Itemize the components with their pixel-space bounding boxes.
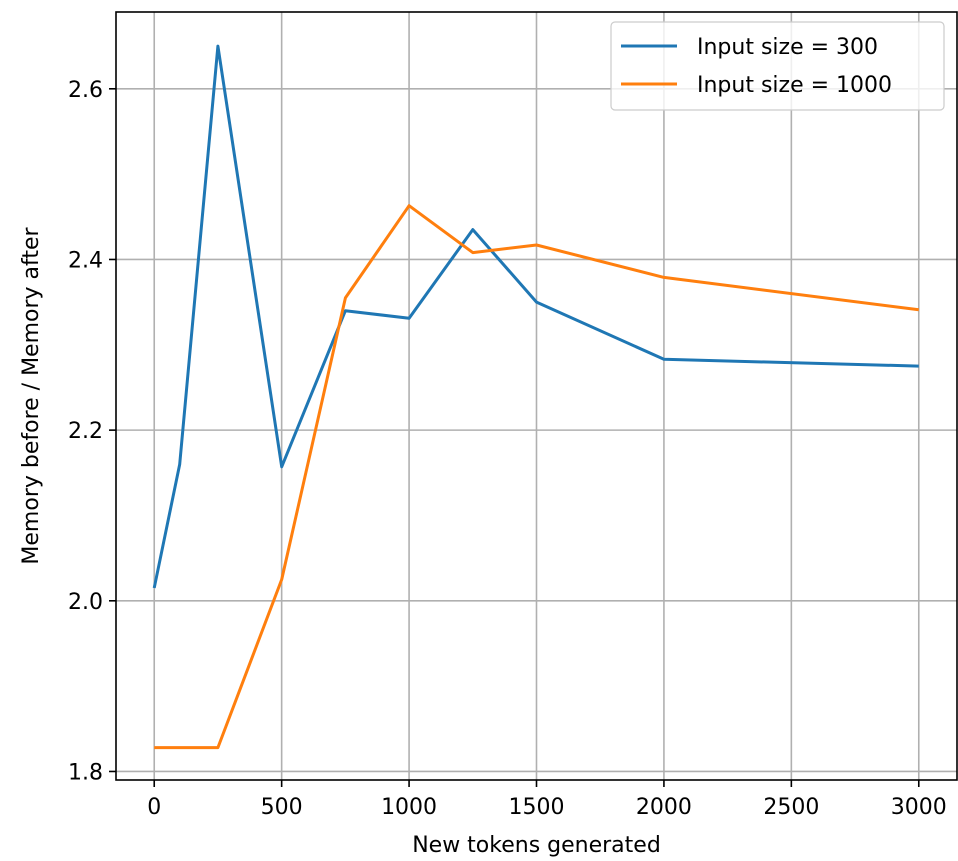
x-tick-label: 2500 bbox=[763, 795, 819, 820]
y-tick-label: 2.2 bbox=[68, 419, 103, 444]
x-axis-label: New tokens generated bbox=[412, 833, 661, 858]
legend-label-series-1: Input size = 1000 bbox=[697, 73, 892, 98]
x-tick-label: 2000 bbox=[636, 795, 692, 820]
legend-box bbox=[610, 21, 945, 111]
legend: Input size = 300 Input size = 1000 bbox=[610, 21, 945, 111]
x-tick-label: 3000 bbox=[891, 795, 947, 820]
series-layer bbox=[152, 44, 919, 750]
x-tick-label: 0 bbox=[147, 795, 161, 820]
y-tick-label: 2.4 bbox=[68, 248, 103, 273]
series-line-0 bbox=[152, 44, 919, 589]
x-tick-label: 1000 bbox=[381, 795, 437, 820]
x-tick-label: 500 bbox=[261, 795, 303, 820]
y-axis-label: Memory before / Memory after bbox=[19, 226, 44, 564]
y-tick-label: 1.8 bbox=[68, 760, 103, 785]
y-tick-label: 2.0 bbox=[68, 590, 103, 615]
ticks: 0 500 1000 1500 2000 2500 3000 1.8 2.0 2.2 2.4 2.6 bbox=[68, 78, 947, 820]
series-line-1 bbox=[154, 204, 919, 750]
y-tick-label: 2.6 bbox=[68, 78, 103, 103]
x-tick-label: 1500 bbox=[509, 795, 565, 820]
legend-label-series-0: Input size = 300 bbox=[697, 35, 878, 60]
grid bbox=[116, 12, 957, 780]
